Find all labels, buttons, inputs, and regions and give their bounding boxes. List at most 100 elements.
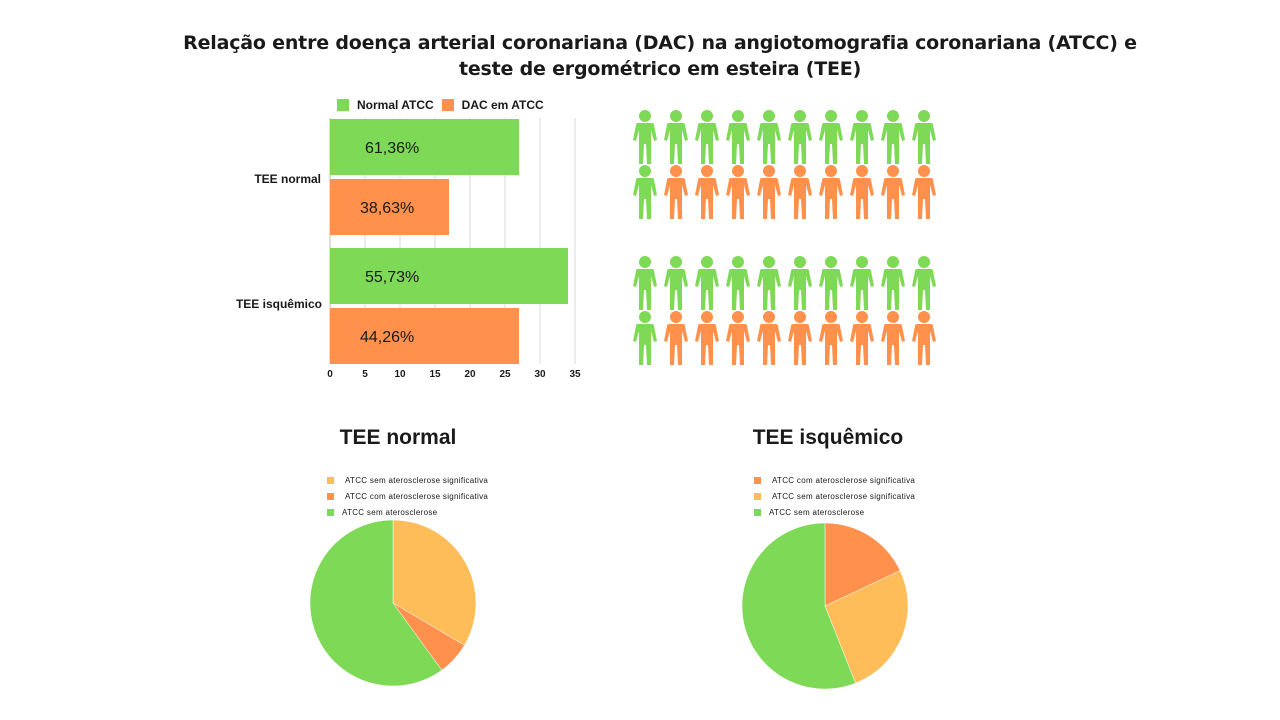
pie-chart-tee-normal	[309, 519, 477, 687]
pie-legend-tee-isquemico: ATCC com aterosclerose significativa ATC…	[754, 472, 915, 520]
pie-legend-item: ATCC com aterosclerose significativa	[327, 488, 488, 504]
legend-label: ATCC com aterosclerose significativa	[772, 475, 916, 485]
legend-label: ATCC sem aterosclerose significativa	[772, 491, 916, 501]
person-icon	[664, 110, 688, 164]
pictogram-group-tee-isquemico	[633, 256, 936, 365]
pie-slice	[741, 522, 856, 690]
bar-data-label: 44,26%	[360, 329, 414, 346]
person-icon	[881, 256, 905, 310]
person-icon	[819, 311, 843, 365]
person-icon	[633, 311, 657, 365]
person-icon	[757, 311, 781, 365]
person-icon	[757, 165, 781, 219]
legend-swatch	[754, 508, 761, 516]
bar-chart: 0 5 10 15 20 25 30 35 61,36% 38,63% 55,73% 44,26%	[327, 118, 581, 380]
bar	[330, 308, 519, 364]
bar	[330, 119, 519, 175]
pie-slice	[309, 519, 443, 687]
person-icon	[819, 256, 843, 310]
legend-swatch	[754, 492, 761, 500]
page-title: Relação entre doença arterial coronarian…	[0, 30, 1280, 82]
bar-chart-legend: Normal ATCC DAC em ATCC	[337, 97, 552, 113]
person-icon	[788, 110, 812, 164]
x-tick-label: 30	[534, 369, 546, 380]
pie-legend-item: ATCC com aterosclerose significativa	[754, 472, 915, 488]
x-tick-label: 10	[394, 369, 406, 380]
x-tick-label: 35	[569, 369, 581, 380]
bar	[330, 248, 568, 304]
pie-legend-item: ATCC sem aterosclerose	[327, 504, 488, 520]
pie-legend-item: ATCC sem aterosclerose significativa	[327, 472, 488, 488]
legend-item-dac-atcc: DAC em ATCC	[441, 98, 544, 112]
pie-title-tee-normal: TEE normal	[339, 426, 457, 449]
person-icon	[912, 311, 936, 365]
legend-swatch	[754, 476, 761, 484]
person-icon	[819, 165, 843, 219]
x-tick-label: 15	[429, 369, 441, 380]
person-icon	[788, 165, 812, 219]
person-icon	[850, 256, 874, 310]
x-tick-label: 25	[499, 369, 511, 380]
pie-legend-tee-normal: ATCC sem aterosclerose significativa ATC…	[327, 472, 488, 520]
person-icon	[695, 311, 719, 365]
pie-legend-item: ATCC sem aterosclerose significativa	[754, 488, 915, 504]
x-tick-label: 5	[362, 369, 368, 380]
person-icon	[850, 165, 874, 219]
legend-swatch	[327, 492, 334, 500]
bar	[330, 179, 449, 235]
pie-slice	[392, 519, 477, 646]
person-icon	[757, 110, 781, 164]
pie-chart-tee-isquemico	[741, 522, 909, 690]
x-tick-label: 20	[464, 369, 476, 380]
bar-data-label: 38,63%	[360, 200, 414, 217]
title-line-2: teste de ergométrico em esteira (TEE)	[458, 58, 862, 80]
category-label-tee-isquemico: TEE isquêmico	[235, 297, 322, 311]
legend-item-normal-atcc: Normal ATCC	[337, 98, 434, 112]
person-icon	[695, 256, 719, 310]
person-icon	[726, 110, 750, 164]
legend-label: ATCC sem aterosclerose	[342, 507, 438, 517]
person-icon	[850, 311, 874, 365]
person-icon	[633, 110, 657, 164]
person-icon	[757, 256, 781, 310]
pie-legend-item: ATCC sem aterosclerose	[754, 504, 915, 520]
bar-data-label: 55,73%	[365, 269, 419, 286]
legend-label: ATCC sem aterosclerose significativa	[345, 475, 489, 485]
legend-swatch-orange	[441, 99, 454, 111]
person-icon	[819, 110, 843, 164]
person-icon	[664, 311, 688, 365]
person-icon	[788, 256, 812, 310]
person-icon	[726, 165, 750, 219]
person-icon	[633, 256, 657, 310]
pie-slice	[824, 522, 901, 607]
person-icon	[881, 165, 905, 219]
legend-swatch	[327, 508, 334, 516]
person-icon	[788, 311, 812, 365]
legend-label: ATCC sem aterosclerose	[769, 507, 865, 517]
x-tick-label: 0	[327, 369, 333, 380]
pie-slice	[824, 570, 909, 684]
category-label-tee-normal: TEE normal	[254, 172, 321, 186]
title-line-1: Relação entre doença arterial coronarian…	[183, 32, 1137, 54]
legend-label: ATCC com aterosclerose significativa	[345, 491, 489, 501]
pictogram-group-tee-normal	[633, 110, 936, 219]
person-icon	[695, 110, 719, 164]
person-icon	[912, 256, 936, 310]
legend-label: DAC em ATCC	[461, 98, 544, 112]
legend-swatch-green	[337, 99, 349, 111]
person-icon	[912, 165, 936, 219]
person-icon	[881, 110, 905, 164]
legend-swatch	[327, 476, 334, 484]
person-icon	[664, 165, 688, 219]
person-icon	[912, 110, 936, 164]
person-icon	[850, 110, 874, 164]
person-icon	[726, 256, 750, 310]
person-icon	[881, 311, 905, 365]
person-icon	[726, 311, 750, 365]
legend-label: Normal ATCC	[357, 98, 434, 112]
person-icon	[695, 165, 719, 219]
person-icon	[664, 256, 688, 310]
person-icon	[633, 165, 657, 219]
pie-title-tee-isquemico: TEE isquêmico	[752, 426, 904, 449]
bar-data-label: 61,36%	[365, 140, 419, 157]
